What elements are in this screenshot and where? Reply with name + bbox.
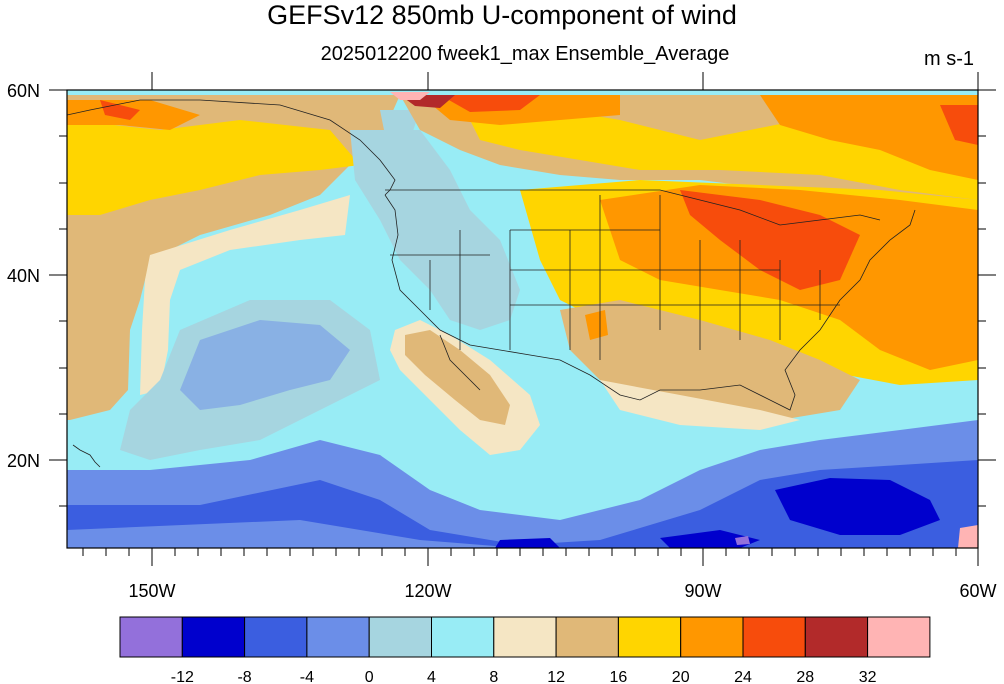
colorbar-tick-label: 24 [734,669,752,684]
colorbar: -12 -8 -4 0 4 8 12 16 20 24 28 32 [119,616,931,684]
colorbar-tick-label: 28 [796,669,814,684]
lat-label-20n: 20N [7,451,40,471]
lat-label-60n: 60N [7,81,40,101]
map-subtitle: 2025012200 fweek1_max Ensemble_Average [320,43,730,65]
colorbar-swatch [244,616,308,658]
colorbar-tick-label: 16 [610,669,628,684]
colorbar-swatch [617,616,682,658]
colorbar-swatch [119,616,183,658]
colorbar-swatch [493,616,557,658]
lat-label-40n: 40N [7,266,40,286]
map-title: GEFSv12 850mb U-component of wind [267,0,737,30]
colorbar-swatch [555,616,619,658]
colorbar-tick-label: 12 [547,669,565,684]
lon-label-120w: 120W [404,581,451,601]
colorbar-tick-label: 8 [489,669,498,684]
colorbar-tick-label: -8 [237,669,251,684]
colorbar-swatch [680,616,744,658]
colorbar-swatch [431,616,495,658]
lon-label-150w: 150W [128,581,175,601]
colorbar-swatch [742,616,806,658]
colorbar-swatch [181,616,246,658]
colorbar-tick-label: -4 [300,669,314,684]
lon-ticks [82,72,979,566]
units-label: m s-1 [924,48,974,70]
coastlines [67,99,916,468]
lat-ticks [49,89,996,507]
lon-label-60w: 60W [959,581,996,601]
colorbar-swatch [867,616,931,658]
colorbar-swatch [306,616,370,658]
colorbar-swatch [368,616,433,658]
colorbar-tick-label: 0 [365,669,374,684]
colorbar-tick-label: 4 [427,669,436,684]
colorbar-tick-label: 20 [672,669,690,684]
colorbar-tick-label: -12 [171,669,194,684]
wind-contour-field [67,90,978,548]
map-frame [66,89,979,549]
colorbar-tick-label: 32 [859,669,877,684]
colorbar-swatch [804,616,869,658]
lon-label-90w: 90W [684,581,721,601]
